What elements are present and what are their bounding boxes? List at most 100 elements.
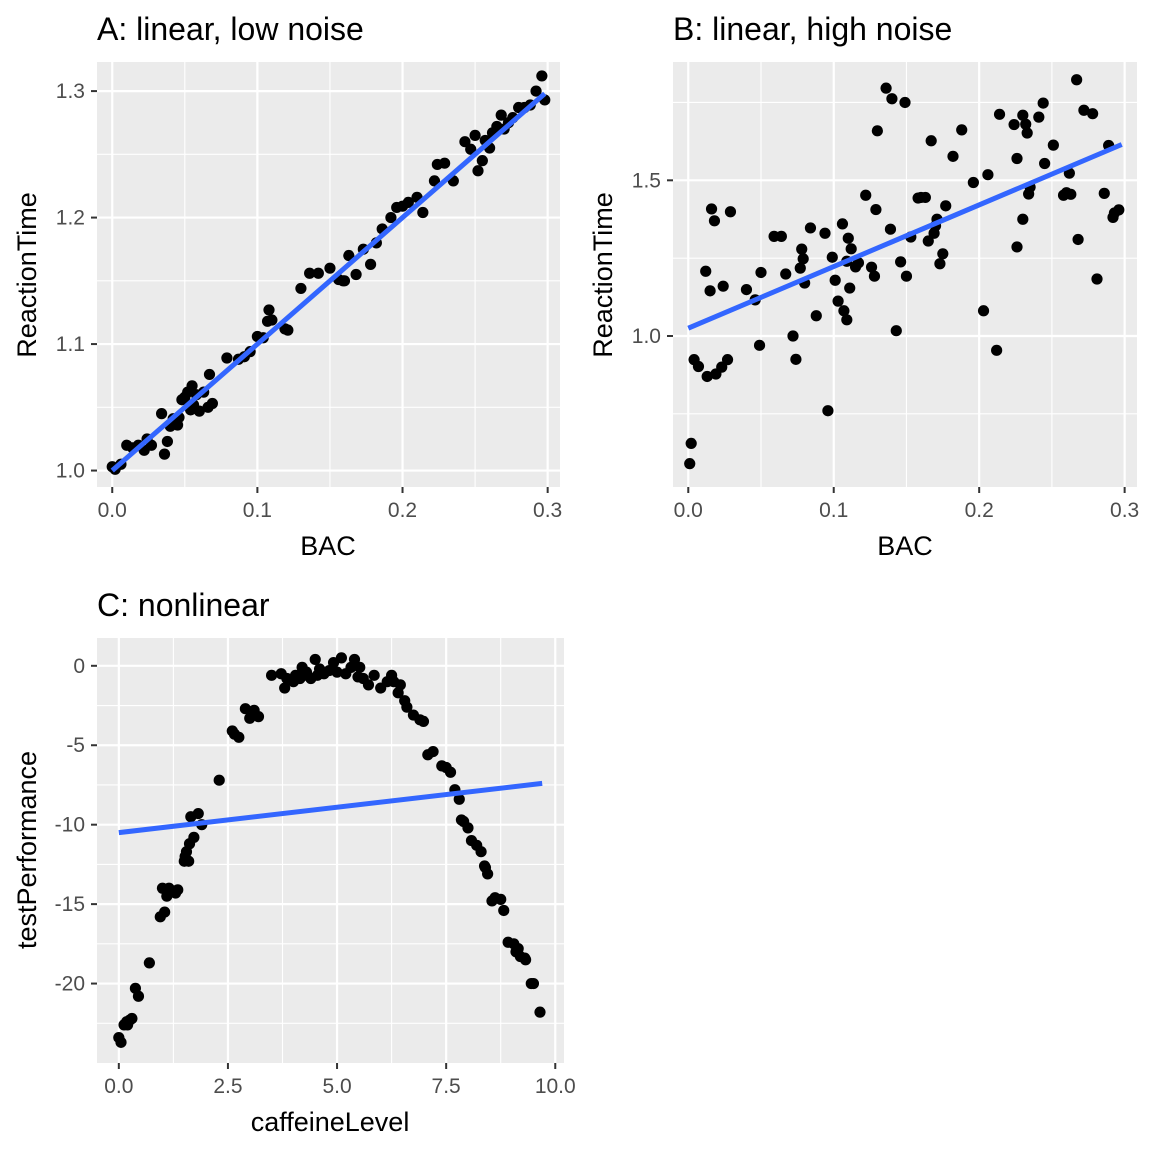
panel-c-data-point xyxy=(519,954,532,966)
panel-c-data-point xyxy=(115,1036,127,1048)
panel-b-data-point xyxy=(1011,152,1023,165)
panel-b-data-point xyxy=(832,295,844,307)
panel-b-data-point xyxy=(870,203,882,216)
panel-b-data-point xyxy=(1078,104,1090,116)
panel-a-data-point xyxy=(364,258,377,270)
panel-b-data-point xyxy=(900,270,913,282)
panel-c: C: nonlinear 0.0 2.5 5.0 7.5 10.0 0 -5 -10 -15 -… xyxy=(12,587,576,1137)
panel-a-data-point xyxy=(312,267,324,279)
panel-c-data-point xyxy=(527,977,540,990)
panel-c-data-point xyxy=(495,893,507,905)
panel-b-data-point xyxy=(684,458,696,470)
panel-b-data-point xyxy=(1008,118,1020,131)
panel-b-data-point xyxy=(991,344,1003,356)
panel-b-data-point xyxy=(819,227,831,239)
panel-c-data-point xyxy=(368,669,380,681)
panel-b: B: linear, high noise 0.0 0.1 0.2 0.3 1.01.… xyxy=(588,11,1139,561)
panel-b-data-point xyxy=(1039,157,1051,170)
panel-b-data-point xyxy=(836,218,849,230)
panel-b-data-point xyxy=(1113,204,1125,216)
panel-b-data-point xyxy=(934,258,946,270)
panel-b-data-point xyxy=(967,176,979,189)
panel-c-data-point xyxy=(183,855,195,867)
panel-b-data-point xyxy=(956,124,968,136)
panel-b-data-point xyxy=(790,353,802,365)
panel-b-x-tick-label: 0.2 xyxy=(965,499,994,522)
panel-c-data-point xyxy=(132,990,145,1002)
panel-c-data-point xyxy=(159,906,171,918)
panel-a-y-axis-title: ReactionTime xyxy=(12,192,42,358)
panel-a-y-tick-label: 1.2 xyxy=(56,207,85,230)
panel-c-data-point xyxy=(427,745,439,758)
panel-a-data-point xyxy=(221,352,233,364)
panel-c-x-axis-title: caffeineLevel xyxy=(251,1107,410,1137)
panel-a-x-tick-label: 0.3 xyxy=(533,499,562,522)
panel-b-data-point xyxy=(724,206,737,218)
panel-a-data-point xyxy=(155,408,168,420)
panel-b-data-point xyxy=(1098,187,1110,199)
panel-a-data-point xyxy=(417,206,429,219)
panel-b-data-point xyxy=(740,284,753,296)
panel-a: A: linear, low noise 0.0 0.1 0.2 0.3 1.0 1.1… xyxy=(12,11,562,561)
panel-b-data-point xyxy=(685,437,697,450)
panel-b-data-point xyxy=(717,280,729,292)
panel-b-data-point xyxy=(844,282,856,294)
panel-b-data-point xyxy=(860,189,872,201)
panel-b-y-axis-title: ReactionTime xyxy=(588,192,618,358)
panel-b-data-point xyxy=(865,261,878,273)
panel-b-data-point xyxy=(826,251,838,263)
panel-b-y-tick-label: 1.5 xyxy=(632,169,661,192)
panel-b-data-point xyxy=(937,248,949,260)
panel-c-data-point xyxy=(482,868,494,880)
panel-c-y-axis-title: testPerformance xyxy=(12,751,42,949)
panel-b-data-point xyxy=(705,203,718,215)
panel-c-data-point xyxy=(462,822,474,834)
panel-b-x-axis-title: BAC xyxy=(877,531,933,561)
panel-c-fit-line xyxy=(118,780,543,836)
panel-b-data-point xyxy=(1017,109,1029,121)
panel-c-data-point xyxy=(331,666,343,678)
panel-a-data-point xyxy=(385,211,397,224)
panel-b-data-point xyxy=(925,135,937,147)
panel-b-data-point xyxy=(922,235,934,247)
panel-b-data-point xyxy=(899,96,911,109)
panel-b-data-point xyxy=(1072,233,1084,246)
panel-c-data-point xyxy=(354,661,366,673)
panel-b-data-point xyxy=(1047,139,1059,151)
panel-b-data-point xyxy=(755,266,767,279)
panel-c-y-tick-label: -10 xyxy=(55,814,85,837)
panel-c-data-point xyxy=(239,703,251,715)
panel-b-data-point xyxy=(692,360,705,373)
panel-c-y-axis: 0 -5 -10 -15 -20 xyxy=(55,655,97,996)
panel-a-data-point xyxy=(469,129,481,141)
panel-a-data-point xyxy=(536,70,548,82)
panel-b-data-point xyxy=(880,82,892,94)
panel-a-x-tick-label: 0.1 xyxy=(243,499,272,522)
panel-b-y-tick-label: 1.0 xyxy=(632,325,661,348)
panel-c-data-point xyxy=(143,957,155,969)
panel-a-data-point xyxy=(428,175,441,187)
panel-a-title: A: linear, low noise xyxy=(97,11,364,47)
panel-b-data-point xyxy=(775,230,787,242)
panel-a-x-tick-label: 0.2 xyxy=(388,499,417,522)
panel-b-data-point xyxy=(852,257,865,269)
panel-b-data-point xyxy=(940,200,952,212)
panel-b-title: B: linear, high noise xyxy=(673,11,952,47)
panel-c-data-point xyxy=(417,715,430,728)
panel-c-data-point xyxy=(475,846,487,858)
panel-a-data-point xyxy=(350,268,362,281)
panel-b-data-point xyxy=(1065,188,1077,200)
panel-c-data-point xyxy=(233,731,245,743)
panel-c-data-point xyxy=(453,793,465,805)
panel-b-data-point xyxy=(787,330,799,342)
panel-b-data-point xyxy=(721,354,734,366)
panel-c-data-point xyxy=(401,701,413,713)
panel-c-data-point xyxy=(534,1006,546,1018)
panel-a-x-axis: 0.0 0.1 0.2 0.3 xyxy=(98,487,562,522)
panel-b-data-point xyxy=(947,150,959,162)
panel-c-x-tick-label: 5.0 xyxy=(322,1075,351,1098)
panel-c-data-point xyxy=(444,766,457,778)
panel-c-x-tick-label: 0.0 xyxy=(104,1075,133,1098)
panel-a-y-tick-label: 1.1 xyxy=(56,333,85,356)
